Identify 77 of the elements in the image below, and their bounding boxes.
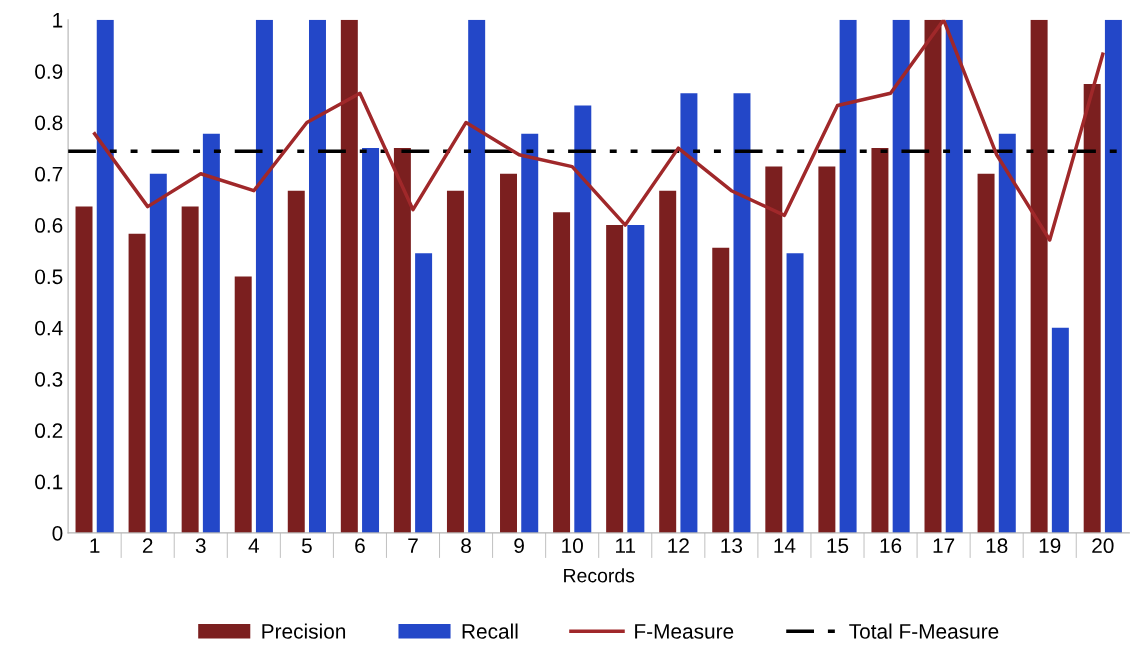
bar [712, 247, 730, 533]
legend-label: Total F-Measure [849, 623, 999, 639]
bar [945, 19, 963, 533]
x-tick-label: 5 [301, 538, 312, 554]
x-tick-label: 3 [195, 538, 206, 554]
x-tick-label: 15 [827, 538, 849, 554]
bar [96, 19, 114, 533]
bar [128, 233, 146, 533]
y-tick-label: 0.5 [35, 269, 63, 285]
x-tick-label: 17 [933, 538, 955, 553]
bar [415, 253, 433, 533]
bar [500, 173, 517, 533]
x-tick-label: 2 [142, 538, 153, 553]
x-tick-label: 7 [408, 538, 418, 553]
bar [446, 190, 464, 533]
x-tick-label: 12 [668, 538, 689, 553]
bar [892, 19, 910, 533]
bar [340, 19, 358, 533]
bar [998, 133, 1016, 533]
bar [818, 166, 836, 533]
bar [149, 173, 167, 533]
y-tick-label: 0.9 [35, 64, 63, 79]
bar [924, 19, 942, 533]
line-series [92, 19, 1105, 242]
bar [680, 93, 698, 533]
x-tick-label: 8 [461, 538, 471, 554]
bar [75, 206, 93, 533]
y-tick-label: 0.6 [35, 218, 63, 233]
bar [574, 105, 592, 533]
y-tick-label: 0.8 [35, 115, 63, 131]
x-tick-label: 1 [90, 538, 100, 553]
bar [309, 19, 326, 533]
bar [765, 166, 783, 533]
x-tick-label: 16 [880, 538, 902, 554]
x-tick-label: 11 [616, 538, 636, 553]
legend-label: Precision [262, 623, 346, 639]
bar [553, 212, 571, 533]
bar [786, 253, 804, 533]
x-tick-label: 6 [355, 538, 365, 554]
x-tick-label: 9 [514, 538, 524, 554]
x-tick-label: 14 [774, 538, 796, 553]
legend-label: Recall [462, 623, 518, 639]
bar [255, 19, 273, 533]
y-tick-label: 0.7 [35, 166, 63, 182]
bar [1104, 19, 1122, 533]
y-tick-label: 0.3 [35, 372, 63, 387]
y-tick-label: 1 [53, 13, 63, 28]
x-tick-label: 13 [721, 538, 743, 554]
bar [362, 148, 380, 533]
bar [871, 148, 889, 533]
y-tick-label: 0.2 [35, 423, 63, 439]
bar [234, 276, 252, 533]
y-tick-label: 0.4 [35, 320, 63, 336]
legend-label: F-Measure [635, 624, 734, 639]
x-tick-label: 18 [986, 538, 1008, 554]
x-tick-label: 4 [248, 538, 259, 553]
y-tick-label: 0.1 [35, 474, 63, 490]
y-tick-label: 0 [52, 525, 63, 541]
x-tick-label: 20 [1092, 538, 1114, 554]
bar [521, 133, 539, 533]
bar [1030, 19, 1048, 533]
bar [627, 225, 645, 533]
bar [1051, 327, 1069, 533]
bar [468, 19, 486, 533]
bar [733, 93, 751, 533]
bar [287, 190, 305, 533]
bar [393, 148, 411, 533]
x-axis-title: Records [564, 568, 635, 583]
x-tick-label: 19 [1039, 538, 1061, 554]
bar [659, 190, 677, 533]
bar [839, 19, 857, 533]
bar [977, 173, 995, 533]
bar [181, 206, 199, 533]
bar [202, 133, 220, 533]
bar [606, 225, 624, 533]
bar [1083, 83, 1101, 533]
x-tick-label: 10 [562, 538, 583, 554]
